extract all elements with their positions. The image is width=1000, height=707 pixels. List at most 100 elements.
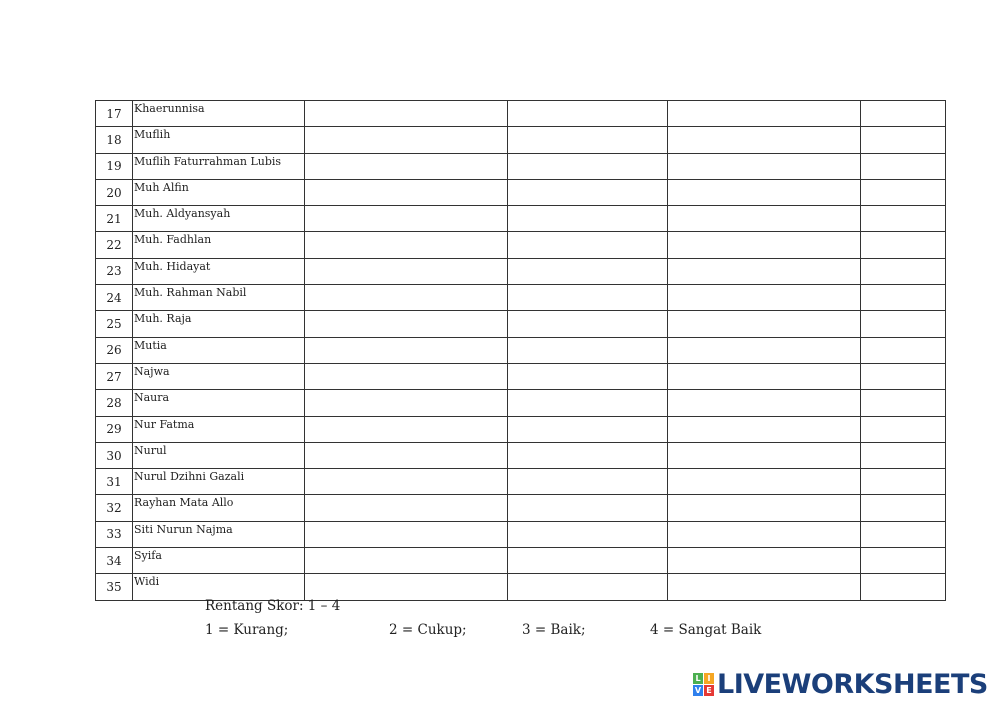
score-3-label: 3 = Baik; bbox=[522, 622, 586, 638]
score-cell[interactable] bbox=[507, 520, 668, 549]
student-name: Najwa bbox=[132, 362, 305, 391]
score-cell[interactable] bbox=[304, 415, 508, 443]
score-cell[interactable] bbox=[860, 494, 946, 522]
score-cell[interactable] bbox=[507, 99, 668, 128]
score-cell[interactable] bbox=[860, 468, 946, 496]
row-number: 30 bbox=[95, 441, 133, 470]
score-cell[interactable] bbox=[860, 126, 946, 154]
table-row: 24 Muh. Rahman Nabil bbox=[95, 284, 946, 312]
score-cell[interactable] bbox=[507, 231, 668, 259]
score-cell[interactable] bbox=[860, 441, 946, 470]
score-cell[interactable] bbox=[860, 310, 946, 338]
score-cell[interactable] bbox=[667, 257, 861, 286]
row-number: 27 bbox=[95, 362, 133, 391]
score-cell[interactable] bbox=[507, 468, 668, 496]
score-cell[interactable] bbox=[304, 178, 508, 207]
row-number: 20 bbox=[95, 178, 133, 207]
score-cell[interactable] bbox=[304, 257, 508, 286]
score-cell[interactable] bbox=[507, 389, 668, 417]
score-cell[interactable] bbox=[667, 389, 861, 417]
table-row: 21 Muh. Aldyansyah bbox=[95, 205, 946, 233]
score-cell[interactable] bbox=[304, 520, 508, 549]
score-cell[interactable] bbox=[507, 310, 668, 338]
score-cell[interactable] bbox=[304, 573, 508, 601]
student-name: Nurul bbox=[132, 441, 305, 470]
score-cell[interactable] bbox=[507, 178, 668, 207]
row-number: 22 bbox=[95, 231, 133, 259]
score-cell[interactable] bbox=[860, 336, 946, 364]
score-cell[interactable] bbox=[860, 152, 946, 180]
score-cell[interactable] bbox=[860, 547, 946, 575]
score-cell[interactable] bbox=[304, 126, 508, 154]
score-cell[interactable] bbox=[507, 547, 668, 575]
score-2-label: 2 = Cukup; bbox=[389, 622, 467, 638]
score-cell[interactable] bbox=[860, 257, 946, 286]
score-cell[interactable] bbox=[667, 468, 861, 496]
score-cell[interactable] bbox=[507, 362, 668, 391]
table-row: 23 Muh. Hidayat bbox=[95, 257, 946, 286]
score-cell[interactable] bbox=[507, 126, 668, 154]
score-cell[interactable] bbox=[304, 494, 508, 522]
score-cell[interactable] bbox=[667, 573, 861, 601]
score-cell[interactable] bbox=[304, 389, 508, 417]
score-cell[interactable] bbox=[667, 547, 861, 575]
score-cell[interactable] bbox=[667, 362, 861, 391]
score-cell[interactable] bbox=[304, 468, 508, 496]
student-name: Muflih Faturrahman Lubis bbox=[132, 152, 305, 180]
table-row: 17 Khaerunnisa bbox=[95, 99, 946, 128]
score-cell[interactable] bbox=[304, 362, 508, 391]
score-cell[interactable] bbox=[860, 573, 946, 601]
score-cell[interactable] bbox=[507, 441, 668, 470]
score-cell[interactable] bbox=[304, 205, 508, 233]
score-cell[interactable] bbox=[667, 494, 861, 522]
score-cell[interactable] bbox=[304, 284, 508, 312]
score-cell[interactable] bbox=[507, 284, 668, 312]
score-cell[interactable] bbox=[507, 205, 668, 233]
score-cell[interactable] bbox=[304, 547, 508, 575]
score-cell[interactable] bbox=[667, 178, 861, 207]
score-cell[interactable] bbox=[667, 205, 861, 233]
score-cell[interactable] bbox=[667, 336, 861, 364]
row-number: 28 bbox=[95, 389, 133, 417]
score-cell[interactable] bbox=[860, 178, 946, 207]
score-cell[interactable] bbox=[304, 441, 508, 470]
student-name: Khaerunnisa bbox=[132, 99, 305, 128]
score-cell[interactable] bbox=[507, 152, 668, 180]
score-cell[interactable] bbox=[304, 336, 508, 364]
score-cell[interactable] bbox=[860, 99, 946, 128]
row-number: 35 bbox=[95, 573, 133, 601]
score-cell[interactable] bbox=[667, 99, 861, 128]
student-name: Muh. Fadhlan bbox=[132, 231, 305, 259]
score-cell[interactable] bbox=[667, 310, 861, 338]
score-cell[interactable] bbox=[860, 362, 946, 391]
row-number: 25 bbox=[95, 310, 133, 338]
score-cell[interactable] bbox=[667, 415, 861, 443]
score-cell[interactable] bbox=[860, 205, 946, 233]
live-cubes-icon: L I V E bbox=[693, 673, 714, 696]
score-cell[interactable] bbox=[507, 336, 668, 364]
score-cell[interactable] bbox=[304, 310, 508, 338]
score-cell[interactable] bbox=[304, 99, 508, 128]
score-cell[interactable] bbox=[667, 520, 861, 549]
score-cell[interactable] bbox=[507, 494, 668, 522]
table-row: 18 Muflih bbox=[95, 126, 946, 154]
score-cell[interactable] bbox=[507, 257, 668, 286]
score-cell[interactable] bbox=[507, 415, 668, 443]
score-cell[interactable] bbox=[667, 231, 861, 259]
table-row: 22 Muh. Fadhlan bbox=[95, 231, 946, 259]
score-cell[interactable] bbox=[860, 389, 946, 417]
score-cell[interactable] bbox=[667, 284, 861, 312]
score-cell[interactable] bbox=[860, 415, 946, 443]
score-cell[interactable] bbox=[667, 126, 861, 154]
score-cell[interactable] bbox=[507, 573, 668, 601]
score-cell[interactable] bbox=[860, 520, 946, 549]
table-row: 34 Syifa bbox=[95, 547, 946, 575]
score-cell[interactable] bbox=[667, 441, 861, 470]
score-cell[interactable] bbox=[860, 284, 946, 312]
score-cell[interactable] bbox=[304, 231, 508, 259]
row-number: 17 bbox=[95, 99, 133, 128]
score-cell[interactable] bbox=[304, 152, 508, 180]
score-cell[interactable] bbox=[860, 231, 946, 259]
student-name: Muh. Hidayat bbox=[132, 257, 305, 286]
score-cell[interactable] bbox=[667, 152, 861, 180]
